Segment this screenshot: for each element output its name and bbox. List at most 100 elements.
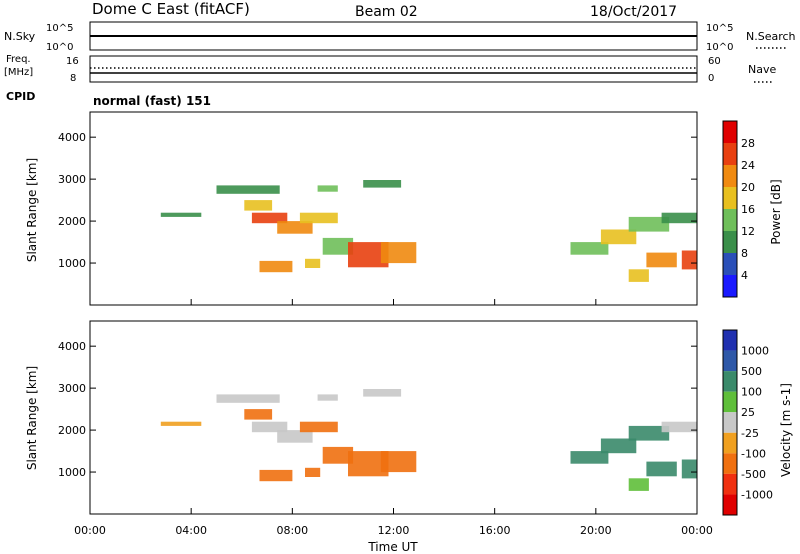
freq-unit-label: [MHz] (4, 67, 33, 78)
nsky-label: N.Sky (4, 30, 36, 43)
station-title: Dome C East (fitACF) (92, 0, 250, 18)
velocity-echo-patch (646, 461, 677, 477)
freq-tick-bottom: 8 (70, 73, 76, 84)
power-echo-patch (628, 216, 670, 232)
velocity-scale-tick-label: 100 (741, 386, 762, 399)
velocity-scale-tick-label: 1000 (741, 345, 769, 358)
velocity-echo-patch (628, 478, 649, 491)
velocity-echo-patch (363, 389, 402, 397)
cpid-value: normal (fast) 151 (93, 94, 211, 108)
velocity-scale-tick-label: -100 (741, 447, 766, 460)
velocity-echo-patch (322, 446, 354, 464)
power-echo-patch (317, 185, 338, 192)
velocity-color-scale: 1000 500 100 25 -25 -100 -500 -1000 (722, 329, 773, 516)
power-echo-patch (570, 242, 609, 255)
velocity-scale-swatch (723, 391, 737, 413)
nsky-tick-top: 10^5 (46, 23, 73, 34)
power-scale-swatch (723, 121, 737, 143)
x-tick-label: 16:00 (479, 524, 511, 537)
velocity-scale-tick-label: -1000 (741, 488, 773, 501)
power-data-layer (160, 180, 697, 282)
velocity-echo-patch (216, 394, 280, 403)
nave-tick-top: 60 (708, 56, 721, 67)
velocity-scale-tick-label: 25 (741, 406, 755, 419)
velocity-scale-swatch (723, 453, 737, 474)
y-tick-label: 2000 (58, 215, 86, 228)
velocity-echo-patch (160, 421, 202, 426)
power-echo-patch (363, 180, 402, 188)
power-scale-tick-label: 24 (741, 159, 755, 172)
velocity-echo-patch (681, 459, 697, 479)
power-scale-label: Power [dB] (769, 179, 783, 244)
nsearch-label: N.Search (746, 30, 796, 43)
power-y-label: Slant Range [km] (25, 158, 39, 262)
date-title: 18/Oct/2017 (590, 4, 677, 20)
velocity-echo-patch (380, 451, 417, 473)
y-tick-label: 4000 (58, 131, 86, 144)
power-scale-swatch (723, 231, 737, 253)
x-axis-label: Time UT (367, 540, 418, 554)
time-x-axis: 00:00 04:00 08:00 12:00 16:00 20:00 00:00 (74, 299, 713, 537)
y-tick-label: 3000 (58, 173, 86, 186)
power-echo-patch (628, 269, 649, 282)
cpid-label: CPID (6, 90, 35, 103)
x-tick-label: 08:00 (276, 524, 308, 537)
power-scale-frame (722, 120, 738, 298)
y-tick-label: 3000 (58, 382, 86, 395)
velocity-scale-swatch (723, 350, 737, 372)
velocity-panel: 1000 2000 3000 4000 Slant Range [km] (25, 320, 698, 515)
power-echo-patch (244, 200, 273, 211)
y-tick-label: 2000 (58, 424, 86, 437)
velocity-echo-patch (628, 425, 670, 441)
y-tick-label: 4000 (58, 340, 86, 353)
power-panel: 1000 2000 3000 4000 Slant Range [km] (25, 111, 698, 306)
power-scale-swatch (723, 165, 737, 187)
power-echo-patch (322, 237, 354, 255)
power-echo-patch (160, 212, 202, 217)
velocity-scale-swatch (723, 330, 737, 351)
power-echo-patch (661, 212, 697, 224)
x-tick-label: 04:00 (175, 524, 207, 537)
x-tick-label: 00:00 (74, 524, 106, 537)
velocity-scale-label: Velocity [m s-1] (779, 383, 793, 477)
velocity-scale-swatch (723, 494, 737, 515)
power-echo-patch (277, 221, 313, 234)
power-y-axis: 1000 2000 3000 4000 (58, 131, 697, 270)
power-scale-swatch (723, 275, 737, 297)
power-echo-patch (600, 229, 637, 245)
power-echo-patch (681, 250, 697, 270)
power-scale-tick-label: 28 (741, 137, 755, 150)
power-echo-patch (216, 185, 280, 194)
power-scale-tick-label: 4 (741, 269, 748, 282)
y-tick-label: 1000 (58, 466, 86, 479)
power-scale-tick-label: 16 (741, 203, 755, 216)
x-tick-label: 00:00 (681, 524, 713, 537)
velocity-scale-tick-label: -25 (741, 427, 759, 440)
velocity-scale-swatch (723, 371, 737, 392)
velocity-echo-patch (299, 421, 338, 433)
power-echo-patch (305, 258, 321, 268)
freq-tick-top: 16 (66, 56, 79, 67)
power-panel-frame (89, 111, 698, 306)
power-scale-swatch (723, 187, 737, 209)
power-echo-patch (646, 252, 677, 268)
x-tick-label: 20:00 (580, 524, 612, 537)
power-echo-patch (299, 212, 338, 224)
velocity-data-layer (160, 389, 697, 491)
power-scale-tick-label: 12 (741, 225, 755, 238)
velocity-panel-frame (89, 320, 698, 515)
velocity-scale-swatch (723, 412, 737, 433)
power-scale-swatch (723, 143, 737, 165)
velocity-echo-patch (244, 409, 273, 420)
velocity-echo-patch (570, 451, 609, 464)
x-tick-label: 12:00 (378, 524, 410, 537)
velocity-scale-swatch (723, 432, 737, 454)
velocity-echo-patch (251, 421, 288, 433)
beam-title: Beam 02 (355, 4, 418, 20)
power-echo-patch (380, 242, 417, 264)
power-scale-tick-label: 20 (741, 181, 755, 194)
velocity-echo-patch (277, 430, 313, 443)
power-echo-patch (259, 260, 293, 273)
velocity-echo-patch (661, 421, 697, 433)
nsearch-tick-bottom: 10^0 (706, 42, 733, 53)
